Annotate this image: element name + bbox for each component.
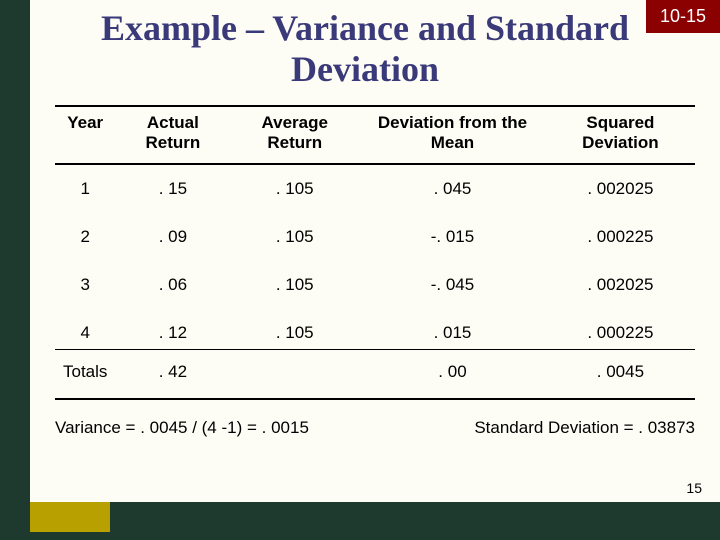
col-header: Average Return: [230, 106, 359, 164]
page-number: 15: [686, 480, 702, 496]
cell: . 06: [115, 261, 230, 309]
cell: . 00: [359, 349, 546, 399]
cell: . 000225: [546, 309, 695, 350]
table-header-row: Year Actual Return Average Return Deviat…: [55, 106, 695, 164]
totals-row: Totals . 42 . 00 . 0045: [55, 349, 695, 399]
cell: . 002025: [546, 261, 695, 309]
cell: 2: [55, 213, 115, 261]
table-row: 4 . 12 . 105 . 015 . 000225: [55, 309, 695, 350]
col-header: Year: [55, 106, 115, 164]
col-header: Actual Return: [115, 106, 230, 164]
table-row: 2 . 09 . 105 -. 015 . 000225: [55, 213, 695, 261]
chapter-tag: 10-15: [646, 0, 720, 33]
calculation-row: Variance = . 0045 / (4 -1) = . 0015 Stan…: [55, 418, 695, 438]
cell: . 105: [230, 164, 359, 213]
variance-text: Variance = . 0045 / (4 -1) = . 0015: [55, 418, 309, 438]
cell: 4: [55, 309, 115, 350]
cell: . 105: [230, 309, 359, 350]
cell: . 105: [230, 261, 359, 309]
cell: . 015: [359, 309, 546, 350]
cell: . 000225: [546, 213, 695, 261]
stddev-text: Standard Deviation = . 03873: [474, 418, 695, 438]
table-row: 3 . 06 . 105 -. 045 . 002025: [55, 261, 695, 309]
cell: . 002025: [546, 164, 695, 213]
cell: . 045: [359, 164, 546, 213]
cell: . 105: [230, 213, 359, 261]
cell: . 42: [115, 349, 230, 399]
table-row: 1 . 15 . 105 . 045 . 002025: [55, 164, 695, 213]
cell: 1: [55, 164, 115, 213]
col-header: Deviation from the Mean: [359, 106, 546, 164]
cell: -. 045: [359, 261, 546, 309]
cell: -. 015: [359, 213, 546, 261]
cell: Totals: [55, 349, 115, 399]
data-table: Year Actual Return Average Return Deviat…: [55, 105, 695, 400]
accent-bar: [30, 502, 110, 532]
slide-title: Example – Variance and Standard Deviatio…: [30, 0, 720, 105]
cell: . 12: [115, 309, 230, 350]
cell: . 09: [115, 213, 230, 261]
cell: [230, 349, 359, 399]
cell: 3: [55, 261, 115, 309]
col-header: Squared Deviation: [546, 106, 695, 164]
slide-body: Example – Variance and Standard Deviatio…: [30, 0, 720, 502]
cell: . 0045: [546, 349, 695, 399]
cell: . 15: [115, 164, 230, 213]
